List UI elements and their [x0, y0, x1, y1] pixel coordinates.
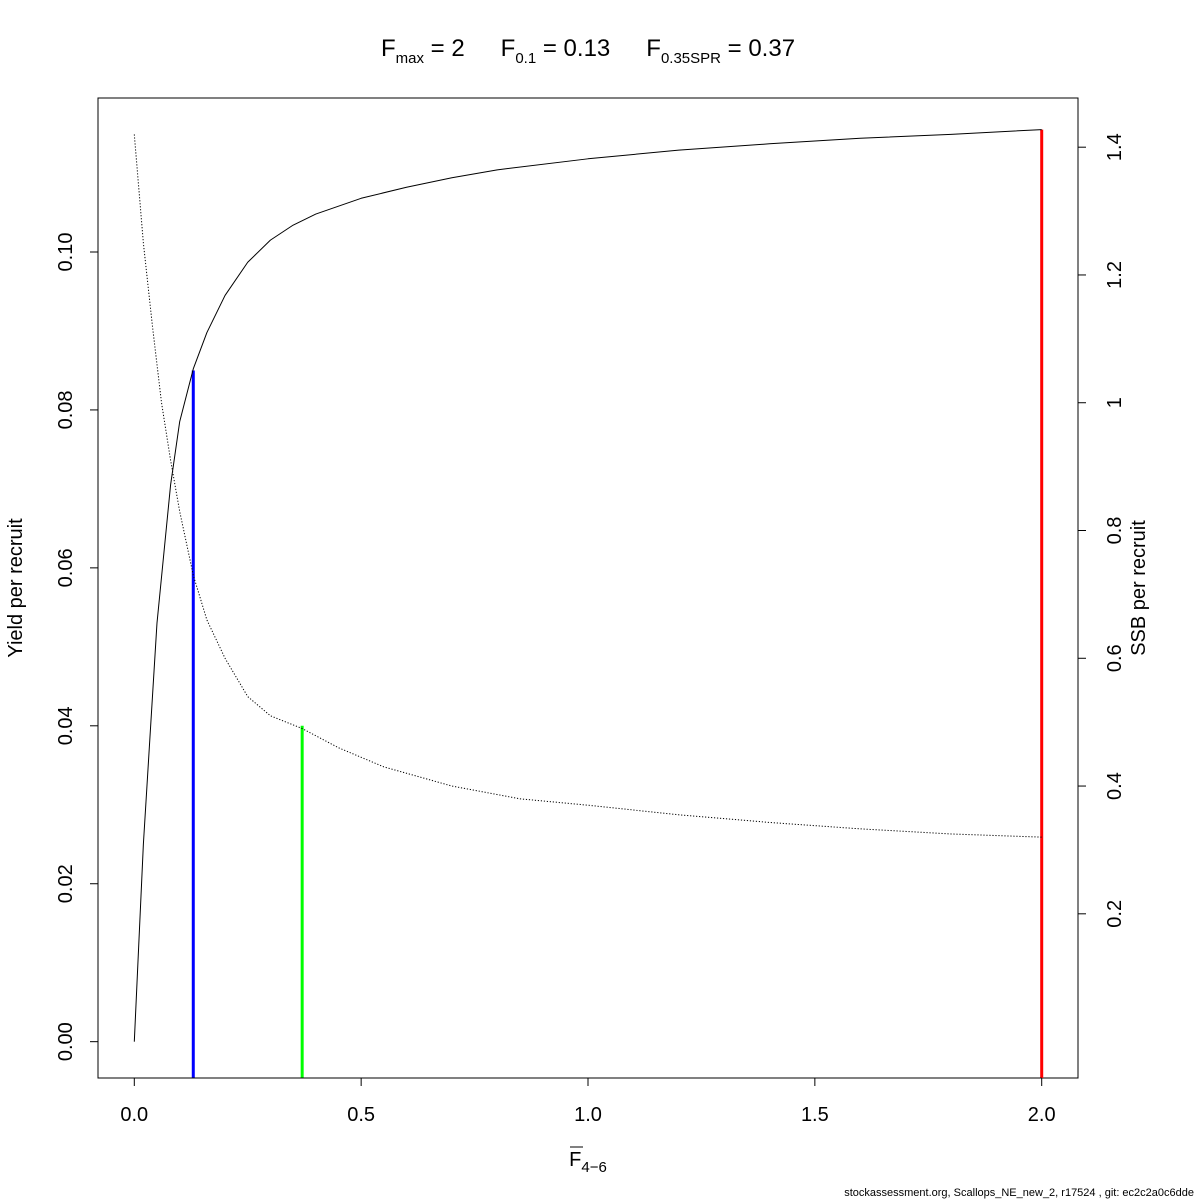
title-part-2-value: = 0.37 — [721, 35, 795, 62]
reference-lines — [191, 129, 1044, 1078]
x-tick-label: 1.0 — [574, 1104, 602, 1126]
y2-tick-label: 0.2 — [1104, 900, 1126, 928]
title-part-0-value: = 2 — [424, 35, 465, 62]
ssb-per-recruit-line — [133, 134, 1042, 838]
x-axis-title: F4−6 — [569, 1146, 607, 1176]
y-tick-label: 0.00 — [55, 1022, 77, 1061]
x-tick-label: 0.0 — [120, 1104, 148, 1126]
plot-frame — [97, 97, 1079, 1079]
y-tick-label: 0.02 — [55, 864, 77, 903]
y2-tick-label: 1.2 — [1104, 261, 1126, 289]
series-layer — [133, 129, 1042, 1042]
title-part-1-base: F — [465, 35, 516, 62]
y2-tick-label: 1.4 — [1104, 133, 1126, 161]
y-tick-label: 0.08 — [55, 390, 77, 429]
title-part-1-value: = 0.13 — [536, 35, 610, 62]
title-part-0-base: F — [381, 35, 396, 62]
title-part-2-sub: 0.35SPR — [661, 50, 721, 67]
title-part-0-sub: max — [396, 50, 425, 67]
x-axis-title-base: F — [569, 1149, 581, 1171]
y2-axis-title: SSB per recruit — [1128, 520, 1150, 656]
x-tick-label: 2.0 — [1028, 1104, 1056, 1126]
y-axis: 0.00 0.02 0.04 0.06 0.08 0.10 — [55, 233, 99, 1061]
y2-tick-label: 0.4 — [1104, 772, 1126, 800]
x-axis: 0.0 0.5 1.0 1.5 2.0 — [120, 1077, 1056, 1126]
chart-title: Fmax = 2 F0.1 = 0.13 F0.35SPR = 0.37 — [381, 35, 795, 67]
y-tick-label: 0.10 — [55, 233, 77, 272]
footer-source: stockassessment.org, Scallops_NE_new_2, … — [844, 1187, 1194, 1199]
y2-tick-label: 1 — [1104, 397, 1126, 408]
x-tick-label: 1.5 — [801, 1104, 829, 1126]
y-tick-label: 0.06 — [55, 548, 77, 587]
title-part-1-sub: 0.1 — [515, 50, 536, 67]
x-axis-title-text: F4−6 — [569, 1149, 607, 1176]
y-axis-title: Yield per recruit — [5, 518, 27, 658]
x-axis-title-sub: 4−6 — [581, 1159, 606, 1176]
title-part-2-base: F — [610, 35, 661, 62]
y2-tick-label: 0.8 — [1104, 517, 1126, 545]
yield-per-recruit-line — [133, 129, 1042, 1042]
x-tick-label: 0.5 — [347, 1104, 375, 1126]
y-tick-label: 0.04 — [55, 706, 77, 745]
y2-axis: 0.2 0.4 0.6 0.8 1 1.2 1.4 — [1077, 133, 1126, 928]
y2-tick-label: 0.6 — [1104, 644, 1126, 672]
